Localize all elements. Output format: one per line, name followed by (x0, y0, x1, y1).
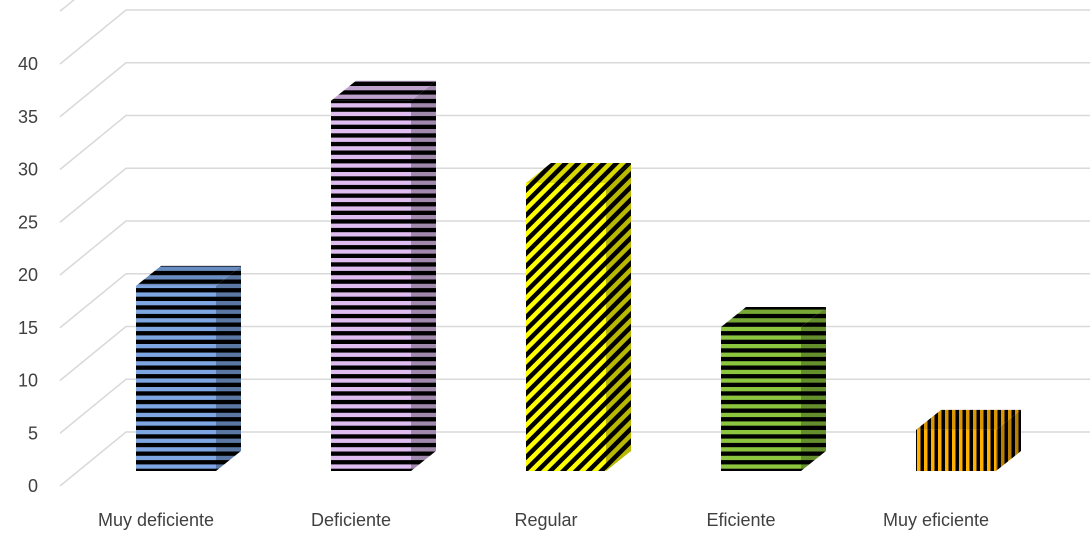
bar-side-face (216, 265, 241, 471)
gridline-35 (59, 62, 1090, 118)
bar-front-face (526, 182, 606, 472)
y-tick-label-40: 40 (18, 54, 38, 74)
gridline-20 (59, 220, 1090, 276)
bar-front-face (331, 100, 411, 471)
y-tick-label-0: 0 (28, 476, 38, 496)
bar-side-face (801, 306, 826, 471)
y-tick-label-30: 30 (18, 160, 38, 180)
bar-top-face (916, 409, 1021, 430)
bars-layer (136, 80, 1021, 472)
x-category-label: Regular (514, 510, 577, 530)
bar-eficiente (721, 306, 826, 471)
x-axis-category-labels: Muy deficiente Deficiente Regular Eficiente… (98, 510, 989, 530)
y-tick-label-15: 15 (18, 318, 38, 338)
bar-side-face (411, 80, 436, 471)
bar-front-face (721, 326, 801, 471)
bar-side-face (606, 162, 631, 472)
bar-deficiente (331, 80, 436, 471)
x-category-label: Deficiente (311, 510, 391, 530)
bar-top-face (721, 306, 826, 327)
y-tick-label-25: 25 (18, 212, 38, 232)
gridline-25 (59, 167, 1090, 223)
grid-layer (59, 0, 1090, 487)
y-tick-label-10: 10 (18, 371, 38, 391)
y-tick-label-5: 5 (28, 423, 38, 443)
bar-top-face (136, 265, 241, 286)
bar-regular (526, 162, 631, 472)
x-category-label: Muy deficiente (98, 510, 214, 530)
bar-muy-deficiente (136, 265, 241, 471)
y-tick-label-35: 35 (18, 107, 38, 127)
gridline-40 (59, 9, 1090, 65)
bar-top-face (526, 162, 631, 183)
bar-muy-eficiente (916, 409, 1021, 471)
gridline-15 (59, 273, 1090, 329)
y-axis-tick-labels: 0 5 10 15 20 25 30 35 40 (18, 54, 38, 496)
gridline-30 (59, 114, 1090, 171)
bar-front-face (136, 285, 216, 471)
x-category-label: Muy eficiente (883, 510, 989, 530)
x-category-label: Eficiente (706, 510, 775, 530)
y-tick-label-20: 20 (18, 265, 38, 285)
bar-side-face (996, 409, 1021, 471)
bar-top-face (331, 80, 436, 101)
bar-front-face (916, 429, 996, 471)
